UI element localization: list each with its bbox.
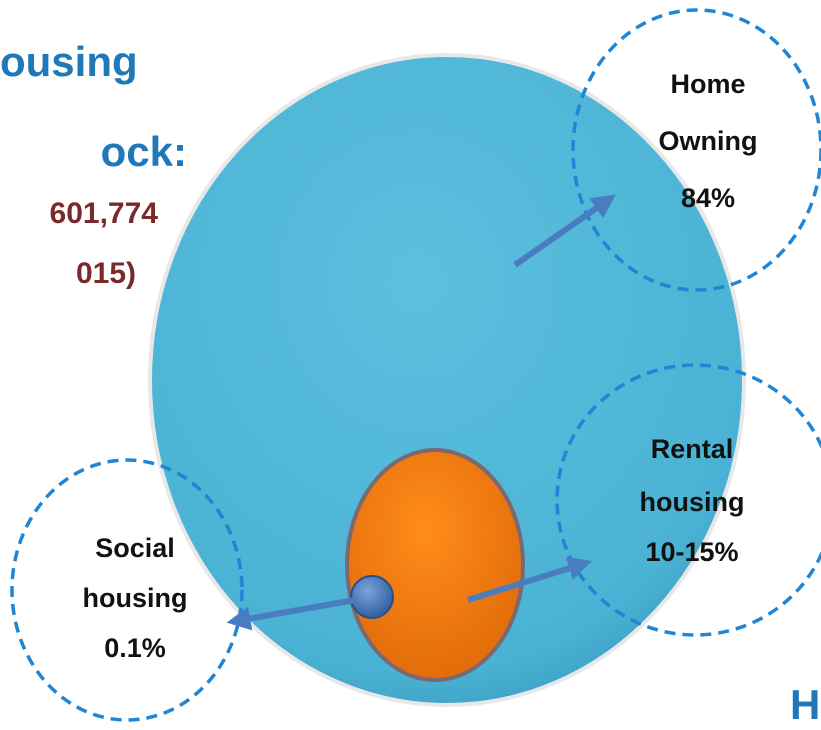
corner-text: H (790, 681, 820, 728)
arrow (513, 194, 616, 268)
subheading-line: 601,774 (50, 197, 159, 230)
callout-text: Owning (659, 126, 758, 156)
callout-text: 0.1% (104, 633, 166, 663)
callout-circle (571, 8, 821, 292)
callout-text: Home (670, 69, 745, 99)
heading-line: ousing (0, 38, 138, 85)
subheading-line: 015) (76, 257, 136, 290)
callout-text: Rental (651, 434, 734, 464)
arrow (226, 597, 356, 631)
callout-text: 10-15% (645, 537, 738, 567)
callout-text: 84% (681, 183, 735, 213)
arrow (467, 556, 593, 603)
callout-text: Social (95, 533, 175, 563)
callout-circle (10, 458, 244, 722)
callout-text: housing (640, 487, 745, 517)
heading-line: ock: (101, 128, 187, 175)
callout-text: housing (83, 583, 188, 613)
social-dot (350, 575, 394, 619)
rental-ellipse (345, 448, 525, 682)
